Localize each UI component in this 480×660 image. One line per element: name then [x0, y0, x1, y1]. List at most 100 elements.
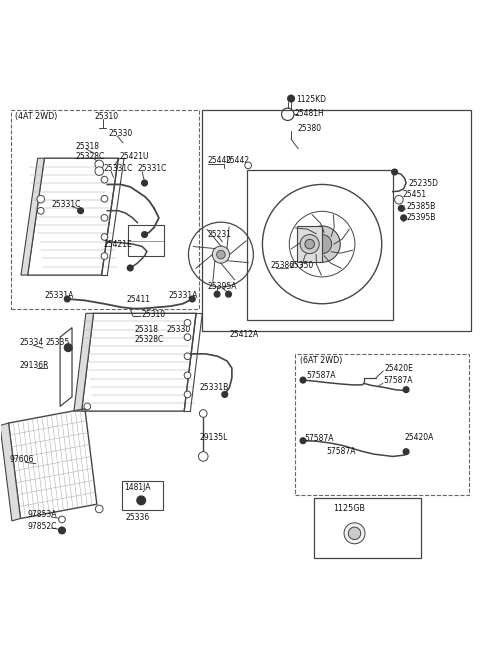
Text: 29136R: 29136R	[20, 361, 49, 370]
Bar	[247, 170, 393, 321]
Circle shape	[127, 265, 133, 271]
Circle shape	[300, 378, 306, 383]
Text: 1481JA: 1481JA	[124, 483, 151, 492]
Text: 57587A: 57587A	[307, 372, 336, 380]
Text: 25331C: 25331C	[137, 164, 167, 173]
Text: 25420A: 25420A	[405, 433, 434, 442]
Text: 25411: 25411	[127, 296, 151, 304]
Circle shape	[216, 250, 225, 259]
Bar	[11, 110, 199, 308]
Circle shape	[78, 208, 84, 214]
Circle shape	[199, 451, 208, 461]
Circle shape	[401, 215, 407, 220]
Text: 25395A: 25395A	[207, 282, 237, 290]
Circle shape	[184, 319, 191, 326]
Text: 25330: 25330	[166, 325, 190, 335]
Bar	[122, 481, 163, 510]
Text: 57587A: 57587A	[304, 434, 334, 443]
Text: 25331B: 25331B	[200, 383, 229, 392]
Bar	[202, 110, 471, 331]
Circle shape	[37, 195, 45, 203]
Text: 25331C: 25331C	[51, 199, 81, 209]
Text: 25421U: 25421U	[120, 152, 149, 161]
Circle shape	[95, 167, 104, 176]
Text: 25336: 25336	[125, 513, 150, 521]
Text: 25328C: 25328C	[134, 335, 163, 344]
Circle shape	[137, 496, 145, 505]
Text: 25310: 25310	[95, 112, 119, 121]
Circle shape	[101, 176, 108, 183]
Polygon shape	[21, 158, 44, 275]
Circle shape	[184, 372, 191, 379]
Circle shape	[304, 226, 340, 262]
Text: 25310: 25310	[141, 310, 165, 319]
Text: (6AT 2WD): (6AT 2WD)	[300, 356, 342, 365]
Circle shape	[212, 246, 229, 263]
Bar	[295, 354, 469, 494]
Bar	[314, 498, 421, 558]
Circle shape	[37, 207, 44, 214]
Circle shape	[190, 296, 195, 302]
Text: 25231: 25231	[207, 230, 231, 239]
Circle shape	[101, 253, 108, 259]
Polygon shape	[0, 423, 21, 521]
Circle shape	[403, 387, 409, 393]
Text: 25350: 25350	[289, 261, 314, 270]
Circle shape	[64, 296, 70, 302]
Text: 25440: 25440	[207, 156, 232, 165]
Text: 25330: 25330	[109, 129, 133, 138]
Circle shape	[300, 234, 319, 253]
Circle shape	[403, 449, 409, 455]
Text: 25420E: 25420E	[384, 364, 413, 373]
Text: 97606: 97606	[10, 455, 35, 464]
Circle shape	[59, 516, 65, 523]
Text: 1125KD: 1125KD	[296, 95, 326, 104]
Text: 25331A: 25331A	[168, 290, 198, 300]
Text: 57587A: 57587A	[326, 447, 355, 456]
Text: 25328C: 25328C	[75, 152, 105, 161]
Circle shape	[312, 234, 332, 253]
Text: 25481H: 25481H	[294, 110, 324, 118]
Text: 25380: 25380	[297, 123, 322, 133]
Text: 1125GB: 1125GB	[333, 504, 365, 513]
Circle shape	[184, 334, 191, 341]
Circle shape	[59, 527, 65, 534]
Polygon shape	[74, 314, 94, 411]
Circle shape	[142, 232, 147, 238]
Text: 25318: 25318	[134, 325, 158, 335]
Text: 25235D: 25235D	[408, 180, 438, 189]
Text: 25318: 25318	[75, 143, 99, 151]
Circle shape	[184, 391, 191, 398]
Circle shape	[305, 240, 314, 249]
Circle shape	[101, 195, 108, 202]
Circle shape	[64, 344, 72, 352]
Text: 29135L: 29135L	[199, 433, 228, 442]
Circle shape	[226, 291, 231, 297]
Text: 57587A: 57587A	[383, 376, 413, 385]
Text: 25442: 25442	[226, 156, 250, 165]
Circle shape	[392, 169, 397, 175]
Circle shape	[288, 95, 294, 102]
Circle shape	[344, 523, 365, 544]
Circle shape	[398, 205, 404, 211]
Text: (4AT 2WD): (4AT 2WD)	[15, 112, 57, 121]
Circle shape	[96, 505, 103, 513]
Circle shape	[101, 214, 108, 221]
Circle shape	[184, 353, 191, 360]
Text: 25385B: 25385B	[406, 202, 435, 211]
Text: 25421E: 25421E	[103, 240, 132, 249]
Circle shape	[142, 180, 147, 186]
Bar	[297, 226, 322, 262]
Circle shape	[199, 410, 207, 417]
Text: 97853A: 97853A	[28, 510, 57, 519]
Text: 97852C: 97852C	[28, 521, 57, 531]
Text: 25451: 25451	[402, 191, 426, 199]
Text: 25395B: 25395B	[406, 213, 435, 222]
Text: 25386: 25386	[270, 261, 294, 270]
Bar	[128, 225, 164, 256]
Circle shape	[214, 291, 220, 297]
Circle shape	[348, 527, 361, 539]
Text: 25412A: 25412A	[229, 330, 259, 339]
Circle shape	[222, 391, 228, 397]
Circle shape	[395, 195, 403, 204]
